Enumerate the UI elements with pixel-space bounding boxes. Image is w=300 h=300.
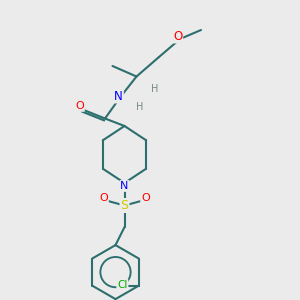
Text: O: O	[99, 193, 108, 203]
Text: H: H	[136, 101, 143, 112]
Text: N: N	[120, 181, 129, 191]
Text: S: S	[121, 199, 128, 212]
Text: O: O	[141, 193, 150, 203]
Text: O: O	[173, 29, 182, 43]
Text: O: O	[75, 101, 84, 111]
Text: N: N	[114, 89, 123, 103]
Text: Cl: Cl	[117, 280, 128, 290]
Text: H: H	[151, 83, 158, 94]
